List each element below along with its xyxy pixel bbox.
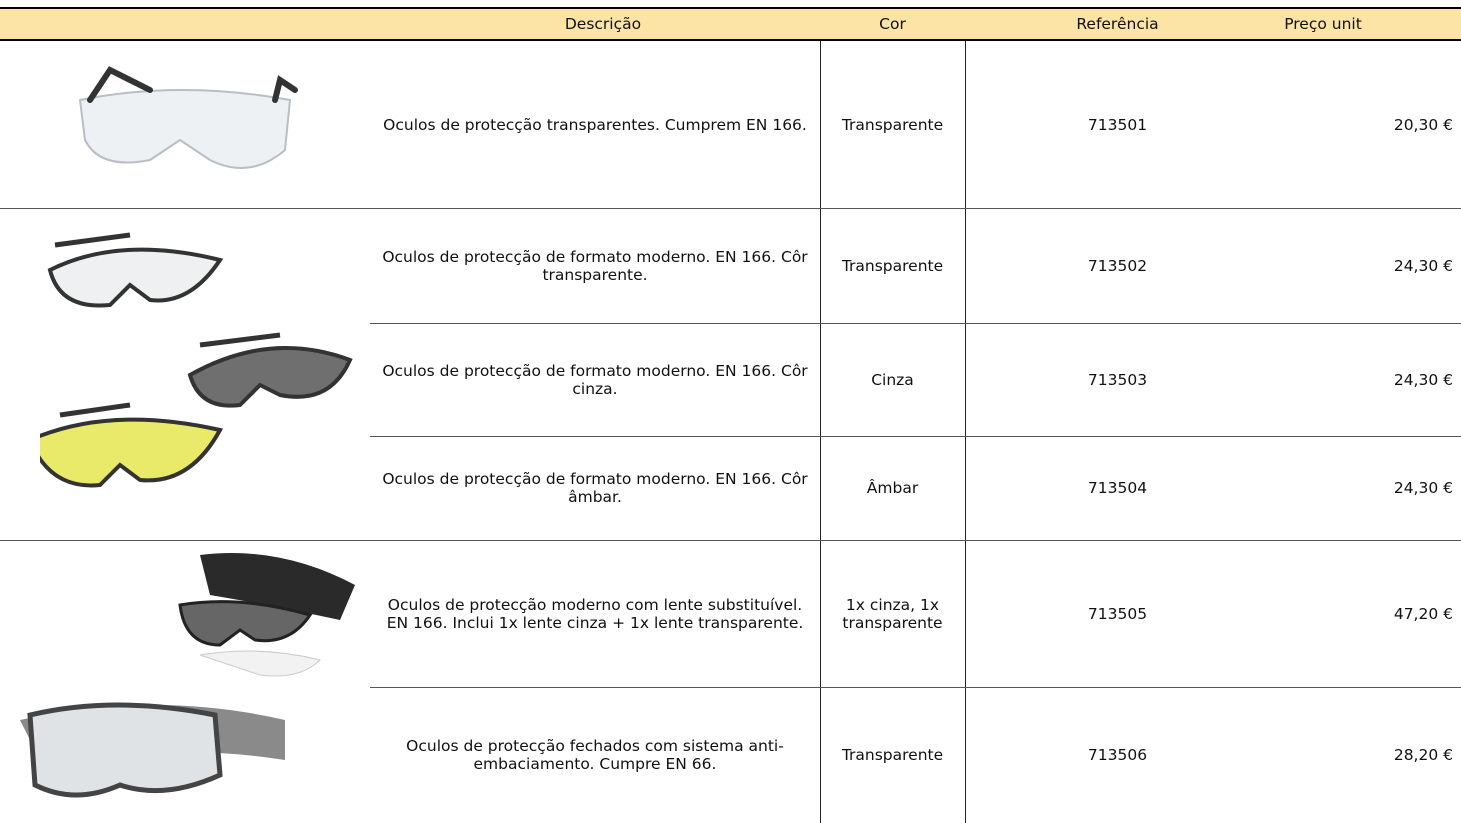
description-cell: Oculos de protecção de formato moderno. … [382, 361, 808, 398]
description-cell: Oculos de protecção fechados com sistema… [406, 737, 784, 773]
product-image [20, 702, 285, 798]
header-cell: Referência [1076, 15, 1159, 33]
reference-cell: 713504 [1087, 479, 1148, 497]
reference-cell: 713503 [1087, 370, 1148, 389]
row-line [0, 540, 1461, 541]
product-image [178, 553, 355, 677]
title-band [0, 0, 1461, 7]
reference-cell: 713501 [1087, 115, 1148, 134]
column-line [965, 41, 966, 823]
color-cell: Cinza [871, 370, 914, 389]
price-cell: 24,30 € [1393, 370, 1453, 389]
color-cell: Transparente [841, 746, 944, 764]
description-cell: Oculos de protecção de formato moderno. … [382, 247, 808, 284]
reference-cell: 713502 [1087, 256, 1148, 275]
header-cell: Descrição [564, 15, 642, 33]
reference-cell: 713506 [1087, 746, 1148, 764]
header-cell: Preço unit [1284, 15, 1362, 33]
color-cell: Transparente [841, 115, 944, 134]
row-line [370, 687, 1461, 688]
product-image [40, 232, 353, 488]
price-cell: 47,20 € [1393, 604, 1453, 623]
header-cell: Cor [879, 15, 906, 33]
column-line [820, 41, 821, 823]
description-cell: Oculos de protecção de formato moderno. … [382, 470, 808, 506]
description-cell: Oculos de protecção transparentes. Cumpr… [383, 115, 807, 134]
color-cell: Âmbar [866, 479, 919, 497]
row-line [0, 208, 1461, 209]
row-line [370, 436, 1461, 437]
color-cell: Transparente [841, 256, 944, 275]
price-cell: 24,30 € [1393, 479, 1453, 497]
product-image [78, 66, 298, 169]
row-line [370, 323, 1461, 324]
color-cell: 1x cinza, 1x transparente [842, 595, 943, 632]
reference-cell: 713505 [1087, 604, 1148, 623]
price-cell: 28,20 € [1393, 746, 1453, 764]
table-header: Descrição Cor Referência Preço unit [0, 7, 1461, 41]
price-cell: 24,30 € [1393, 256, 1453, 275]
price-cell: 20,30 € [1393, 115, 1453, 134]
description-cell: Oculos de protecção moderno com lente su… [386, 595, 804, 632]
